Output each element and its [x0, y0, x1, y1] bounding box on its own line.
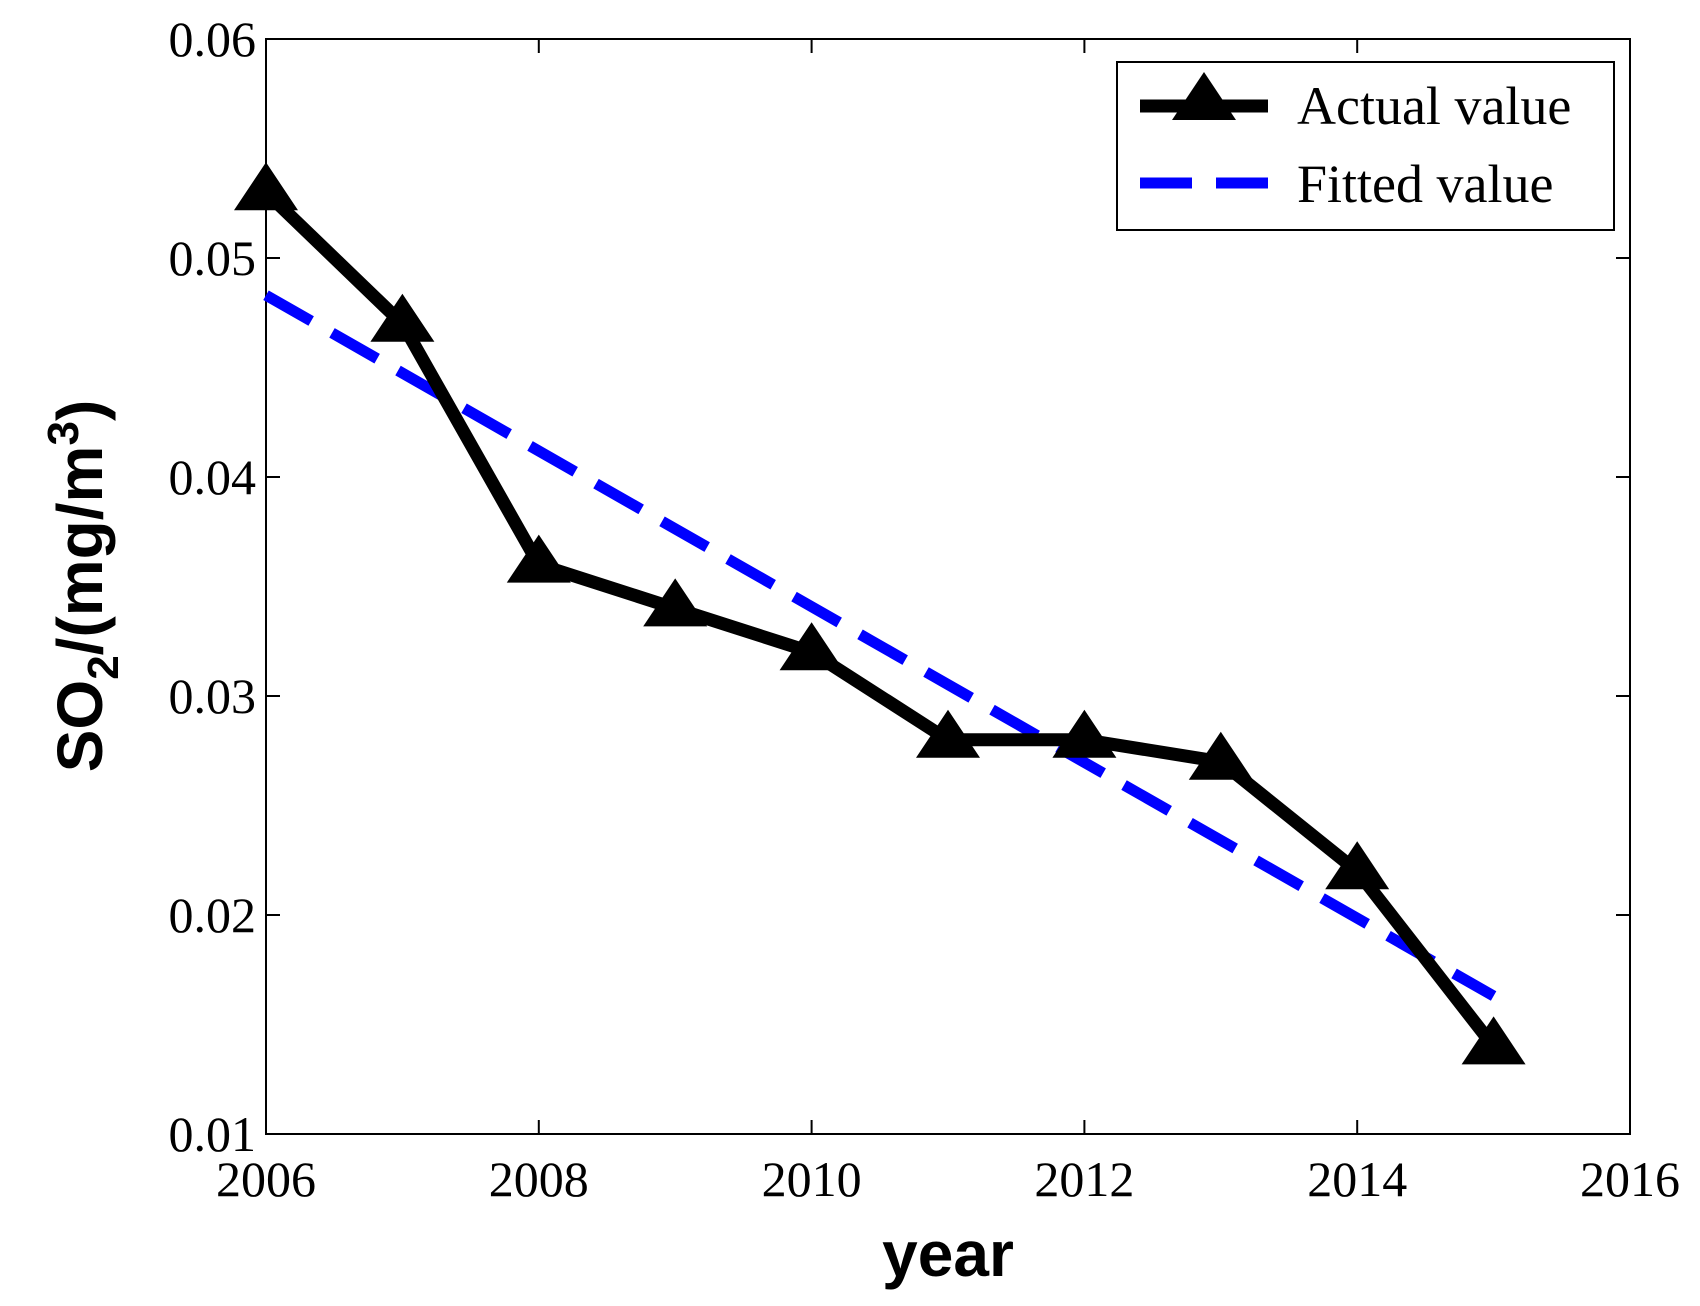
series-layer [234, 162, 1526, 1065]
legend: Actual value Fitted value [1116, 61, 1615, 231]
actual-value-marker [1052, 709, 1117, 758]
legend-marker-actual [1172, 72, 1236, 120]
x-tick-labels: 2006 2008 2010 2012 2014 2016 [216, 1151, 1680, 1207]
y-axis-title: SO2/(mg/m3) [39, 400, 128, 773]
tick-marks [265, 38, 1631, 1135]
actual-value-marker [506, 534, 571, 583]
actual-value-marker [779, 622, 844, 671]
y-tick-labels: 0.01 0.02 0.03 0.04 0.05 0.06 [169, 11, 257, 1162]
actual-value-marker [370, 293, 435, 342]
y-axis-title-subscript: 2 [79, 655, 128, 679]
x-tick-label: 2008 [489, 1151, 589, 1207]
y-tick-label: 0.03 [169, 668, 257, 724]
y-axis-title-end: ) [44, 400, 116, 421]
y-tick-label: 0.02 [169, 887, 257, 943]
x-tick-label: 2006 [216, 1151, 316, 1207]
x-tick-label: 2012 [1034, 1151, 1134, 1207]
x-axis-title: year [882, 1218, 1014, 1290]
actual-value-marker [1461, 1016, 1526, 1065]
y-tick-label: 0.04 [169, 449, 257, 505]
actual-value-marker [1188, 731, 1253, 780]
legend-label-actual: Actual value [1297, 76, 1571, 136]
x-tick-label: 2016 [1580, 1151, 1680, 1207]
y-axis-title-base: SO [44, 680, 116, 772]
y-tick-label: 0.06 [169, 11, 257, 67]
x-tick-label: 2010 [762, 1151, 862, 1207]
y-tick-label: 0.01 [169, 1106, 257, 1162]
x-tick-label: 2014 [1307, 1151, 1407, 1207]
actual-value-marker [916, 709, 980, 758]
y-tick-label: 0.05 [169, 230, 257, 286]
y-axis-title-superscript: 3 [39, 421, 88, 445]
fitted-value-line [263, 290, 1497, 1001]
actual-value-marker [643, 578, 708, 627]
y-axis-title-mid: /(mg/m [44, 446, 116, 656]
actual-value-marker [1325, 841, 1390, 890]
legend-label-fitted: Fitted value [1297, 154, 1553, 214]
actual-value-marker [234, 162, 298, 211]
actual-value-line [261, 187, 1499, 1051]
